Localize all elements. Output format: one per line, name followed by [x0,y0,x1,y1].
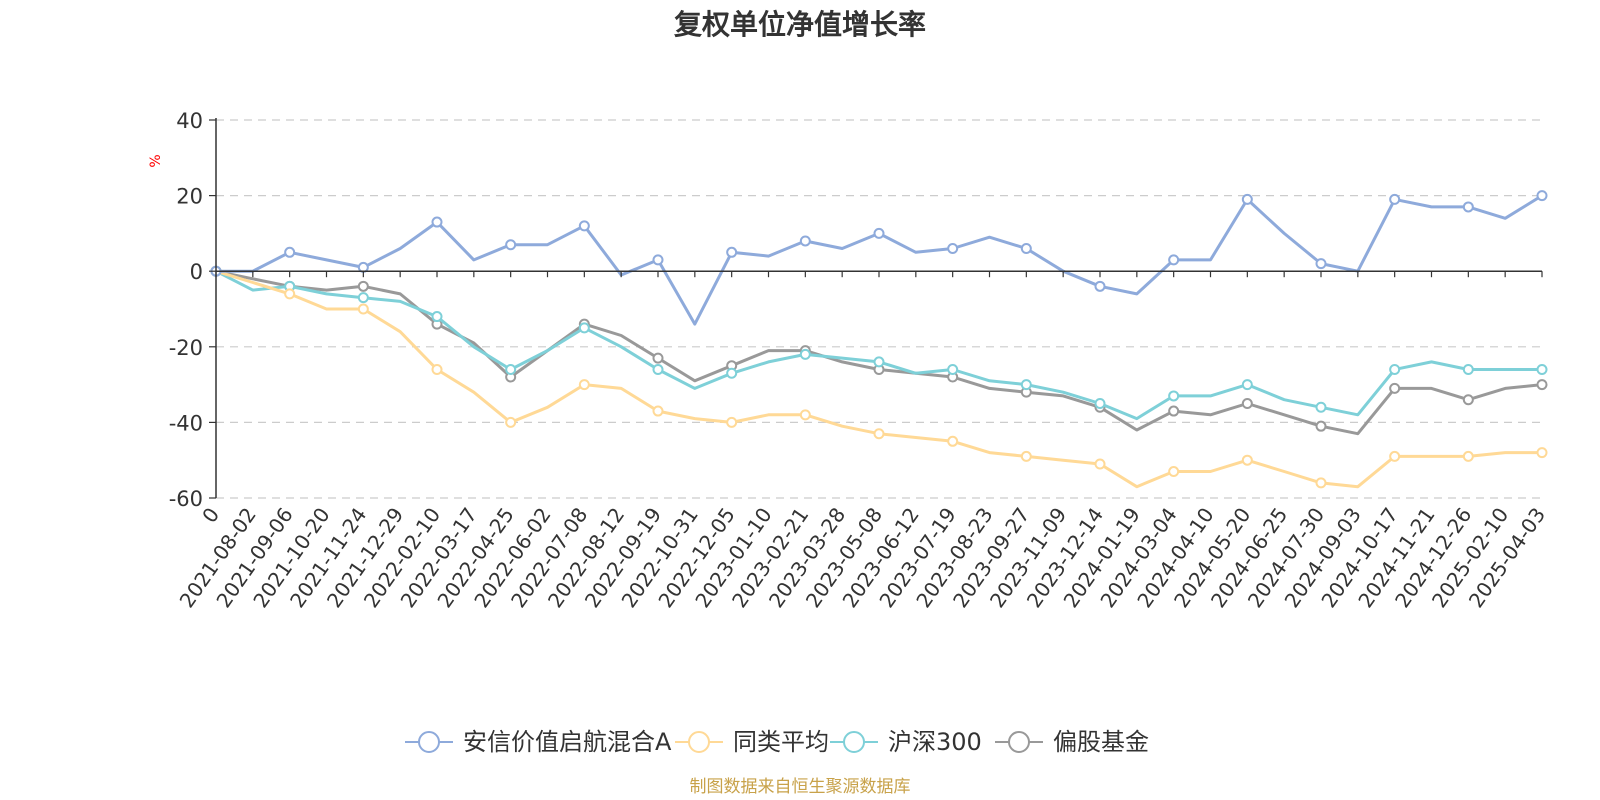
series-marker [505,416,517,428]
series-marker [1020,243,1032,255]
series-marker [652,363,664,375]
series-marker [1536,447,1548,459]
series-marker [1020,379,1032,391]
series-marker [873,428,885,440]
series-marker [1241,454,1253,466]
series-marker [505,363,517,375]
chart-title: 复权单位净值增长率 [674,8,926,41]
series-marker [652,352,664,364]
legend-label: 安信价值启航混合A [463,728,672,756]
series-marker [578,322,590,334]
series-marker [947,435,959,447]
legend-label: 沪深300 [888,728,982,756]
series-marker [1241,379,1253,391]
data-source-note: 制图数据来自恒生聚源数据库 [690,777,911,797]
series-marker [1389,193,1401,205]
series-marker [1536,190,1548,202]
series-marker [1315,258,1327,270]
series-marker [947,363,959,375]
y-tick-label: 0 [190,260,203,284]
series-marker [1168,254,1180,266]
series-marker [431,311,443,323]
series-line [215,269,1542,489]
series-marker [357,292,369,304]
legend-marker [843,731,865,753]
series-marker [873,356,885,368]
series-marker [1462,450,1474,462]
series-marker [652,254,664,266]
series-marker [1315,420,1327,432]
series-marker [1241,398,1253,409]
series-marker [431,216,443,228]
series-marker [1389,450,1401,462]
series-marker [1168,390,1180,402]
y-tick-label: -20 [169,336,203,360]
legend-label: 同类平均 [733,728,829,756]
series-line [215,269,1543,436]
legend-marker [688,731,710,753]
series-marker [1462,394,1474,406]
legend-marker [418,731,440,753]
series-marker [1168,466,1180,478]
legend[interactable]: 安信价值启航混合A 同类平均 沪深300 偏股基金 [405,728,1149,756]
series-marker [431,363,443,375]
y-tick-label: -40 [169,411,203,435]
series-marker [726,246,738,258]
series-marker [799,409,811,421]
series-marker [1315,401,1327,413]
series-marker [1315,477,1327,489]
y-tick-label: 20 [176,185,203,209]
series-marker [652,405,664,417]
legend-marker [1008,731,1030,753]
series-marker [505,239,517,251]
series-layer [210,190,1548,489]
series-marker [1389,382,1401,394]
series-marker [1241,193,1253,205]
series-marker [1462,363,1474,375]
series-marker [284,288,296,300]
series-marker [578,220,590,232]
series-marker [1536,363,1548,375]
series-marker [1094,398,1106,409]
x-tick-label: 0 [197,503,224,527]
legend-label: 偏股基金 [1053,728,1149,756]
series-marker [1389,363,1401,375]
legend-item[interactable]: 同类平均 [675,728,829,756]
series-marker [284,246,296,258]
series-marker [1094,280,1106,292]
series-marker [1020,450,1032,462]
series-marker [1094,458,1106,470]
series-marker [357,280,369,292]
series-marker [1536,379,1548,391]
series-marker [578,379,590,391]
grid-lines [216,119,1542,499]
series-marker [873,227,885,239]
series-marker [726,367,738,379]
series-marker [1168,405,1180,417]
series-marker [947,243,959,255]
legend-item[interactable]: 偏股基金 [995,728,1149,756]
legend-item[interactable]: 沪深300 [830,728,982,756]
series-marker [726,416,738,428]
series-marker [799,235,811,247]
legend-item[interactable]: 安信价值启航混合A [405,728,672,756]
y-tick-label: 40 [176,109,203,133]
series-marker [799,348,811,360]
y-axis-label: % [148,154,164,167]
series-marker [357,303,369,315]
series-marker [1462,201,1474,213]
y-tick-label: -60 [169,487,203,511]
